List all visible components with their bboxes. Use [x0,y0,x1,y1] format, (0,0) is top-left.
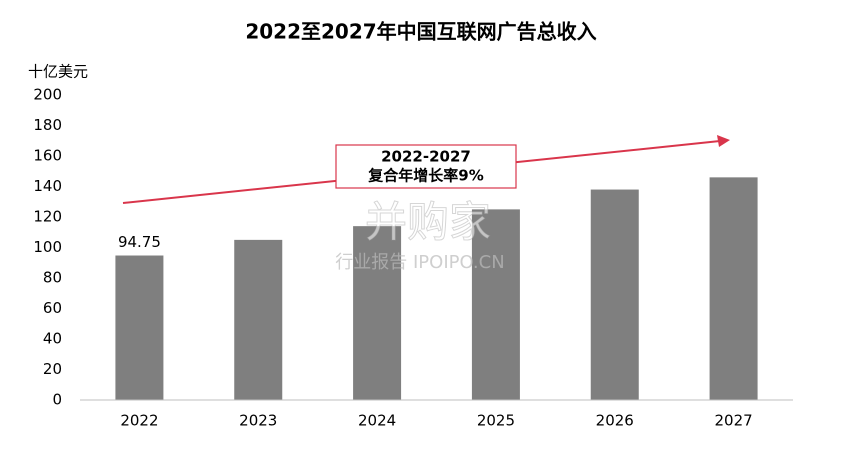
y-tick-label: 60 [43,299,62,317]
watermark: 并购家 [365,198,491,247]
x-tick-label: 2022 [120,412,158,430]
y-tick-label: 180 [33,116,62,134]
y-tick-label: 0 [52,391,62,409]
annotation-text: 复合年增长率9% [367,167,483,185]
y-tick-label: 160 [33,147,62,165]
annotation-box [335,144,517,189]
bar [234,239,283,400]
y-tick-label: 20 [43,360,62,378]
y-tick-label: 40 [43,330,62,348]
y-tick-label: 80 [43,269,62,287]
y-tick-label: 120 [33,208,62,226]
x-tick-label: 2024 [358,412,396,430]
x-tick-label: 2023 [239,412,277,430]
y-axis-label: 十亿美元 [28,63,88,81]
bar [353,226,402,400]
y-tick-label: 200 [33,86,62,104]
y-tick-label: 140 [33,177,62,195]
bar [590,189,639,400]
chart-title: 2022至2027年中国互联网广告总收入 [245,20,596,44]
watermark: 行业报告 IPOIPO.CN [335,252,504,273]
bar [471,209,520,400]
bar [709,177,758,400]
arrow-head [717,135,730,147]
bar [115,255,164,400]
annotation-text: 2022-2027 [381,148,471,166]
x-tick-label: 2025 [477,412,515,430]
x-tick-label: 2027 [714,412,752,430]
y-tick-label: 100 [33,238,62,256]
data-label: 94.75 [118,233,161,251]
x-tick-label: 2026 [596,412,634,430]
